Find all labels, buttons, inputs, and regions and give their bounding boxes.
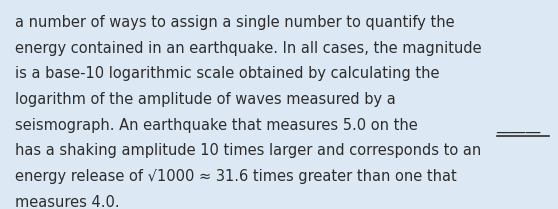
Text: is a base-10 logarithmic scale obtained by calculating the: is a base-10 logarithmic scale obtained … (15, 66, 440, 82)
Text: a number of ways to assign a single number to quantify the: a number of ways to assign a single numb… (15, 15, 455, 30)
Text: energy contained in an earthquake. In all cases, the magnitude: energy contained in an earthquake. In al… (15, 41, 482, 56)
Text: measures 4.0.: measures 4.0. (15, 195, 120, 209)
Text: energy release of √1000 ≈ 31.6 times greater than one that: energy release of √1000 ≈ 31.6 times gre… (15, 169, 457, 184)
Text: ______: ______ (497, 118, 541, 133)
Text: logarithm of the amplitude of waves measured by a: logarithm of the amplitude of waves meas… (15, 92, 396, 107)
Text: seismograph. An earthquake that measures 5.0 on the: seismograph. An earthquake that measures… (15, 118, 423, 133)
Text: has a shaking amplitude 10 times larger and corresponds to an: has a shaking amplitude 10 times larger … (15, 143, 482, 158)
